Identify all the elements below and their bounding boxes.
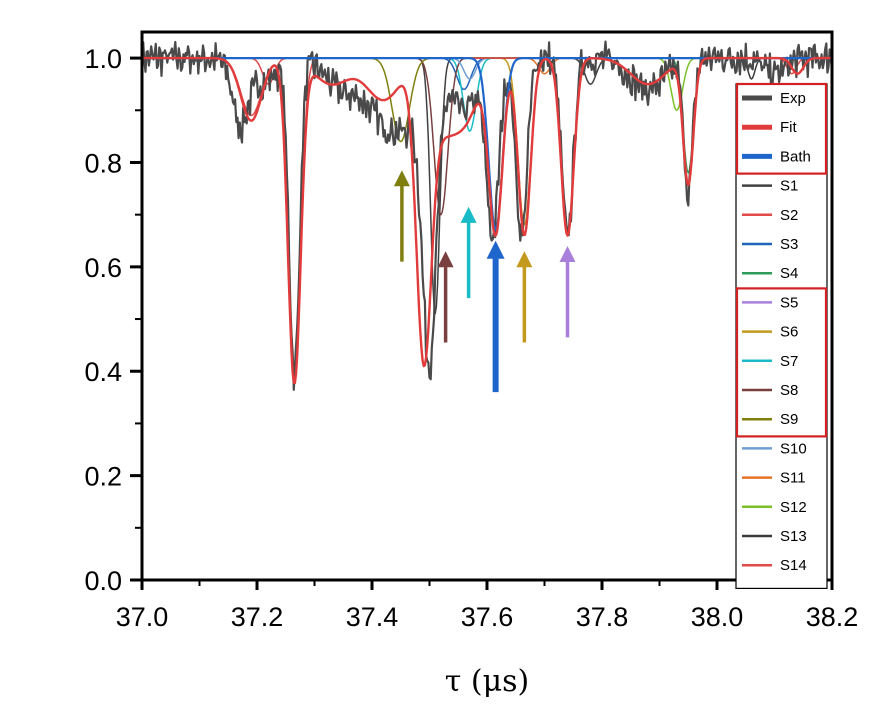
legend-item-s1: S1 <box>742 178 798 195</box>
svg-text:S2: S2 <box>780 207 798 224</box>
series-fit <box>142 56 832 385</box>
svg-text:S11: S11 <box>780 470 806 487</box>
svg-text:Bath: Bath <box>780 148 811 165</box>
arrow-layer <box>393 170 576 393</box>
legend-item-s11: S11 <box>742 470 806 487</box>
series-s10 <box>142 57 832 80</box>
y-tick-label: 0.4 <box>84 357 122 387</box>
svg-text:S4: S4 <box>780 265 798 282</box>
x-tick-label: 37.8 <box>576 602 629 632</box>
y-tick-label: 1.0 <box>84 44 122 74</box>
series-s3 <box>142 57 832 91</box>
svg-text:S1: S1 <box>780 178 798 195</box>
legend-item-bath: Bath <box>742 148 811 165</box>
arrow-s9 <box>393 170 410 262</box>
arrow-s5 <box>559 245 576 338</box>
y-tick-label: 0.0 <box>84 566 122 596</box>
legend: Exp Fit Bath S1 S2 S3 S4 S5 S6 S7 S8 S9 S10 S11 S12 S13… <box>735 82 828 589</box>
legend-item-s2: S2 <box>742 207 798 224</box>
svg-text:S5: S5 <box>780 294 798 311</box>
svg-text:S10: S10 <box>780 440 807 457</box>
x-tick-label: 37.6 <box>461 602 514 632</box>
svg-text:S14: S14 <box>780 557 807 574</box>
y-tick-label: 0.6 <box>84 253 122 283</box>
x-tick-label: 37.0 <box>116 602 169 632</box>
svg-text:S13: S13 <box>780 528 807 545</box>
legend-item-s3: S3 <box>742 236 798 253</box>
x-tick-label: 38.2 <box>806 602 859 632</box>
series-s13 <box>142 57 832 80</box>
arrow-s7 <box>460 206 477 299</box>
svg-text:S12: S12 <box>780 499 807 516</box>
svg-text:S3: S3 <box>780 236 798 253</box>
svg-text:Exp: Exp <box>780 90 806 107</box>
axis-ticks: 37.0 37.2 37.4 37.6 37.8 38.0 38.2 0.0 0.2 0.4 0.6… <box>84 44 858 632</box>
y-tick-label: 0.2 <box>84 462 122 492</box>
legend-item-s8: S8 <box>742 382 798 399</box>
svg-text:S8: S8 <box>780 382 798 399</box>
svg-text:S7: S7 <box>780 353 798 370</box>
series-s14 <box>142 57 832 85</box>
x-tick-label: 37.4 <box>346 602 399 632</box>
y-tick-label: 0.8 <box>84 148 122 178</box>
svg-text:Fit: Fit <box>780 119 797 136</box>
legend-item-s4: S4 <box>742 265 798 282</box>
series-layer <box>142 40 832 391</box>
x-axis-title: τ (μs) <box>445 664 529 699</box>
legend-highlight-box <box>735 82 828 175</box>
x-tick-label: 38.0 <box>691 602 744 632</box>
legend-item-s9: S9 <box>742 411 798 428</box>
arrow-s6 <box>516 251 533 343</box>
series-s12 <box>142 57 832 112</box>
series-exp <box>142 40 832 391</box>
legend-item-fit: Fit <box>742 119 797 136</box>
legend-item-s6: S6 <box>742 324 798 341</box>
svg-text:S9: S9 <box>780 411 798 428</box>
legend-highlight-box <box>735 287 828 438</box>
arrow-s8 <box>437 251 454 343</box>
series-s2 <box>142 57 832 371</box>
legend-item-exp: Exp <box>742 90 806 107</box>
svg-text:S6: S6 <box>780 324 798 341</box>
legend-item-s12: S12 <box>742 499 807 516</box>
legend-item-s13: S13 <box>742 528 807 545</box>
legend-item-s14: S14 <box>742 557 807 574</box>
arrow-bath <box>486 240 505 393</box>
legend-item-s5: S5 <box>742 294 798 311</box>
legend-item-s7: S7 <box>742 353 798 370</box>
legend-item-s10: S10 <box>742 440 807 457</box>
x-tick-label: 37.2 <box>231 602 284 632</box>
